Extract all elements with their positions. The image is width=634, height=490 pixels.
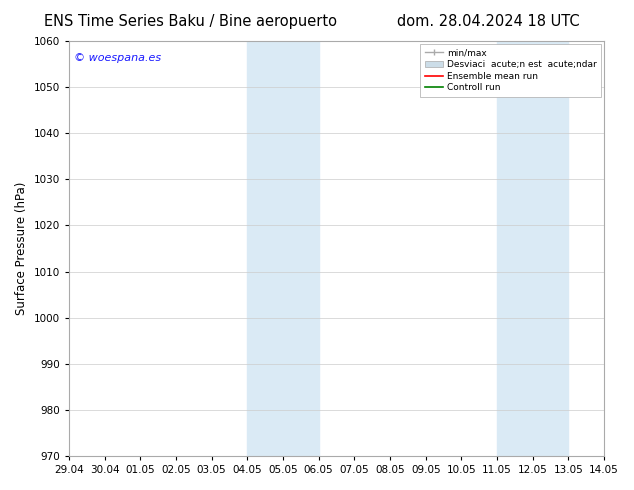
Y-axis label: Surface Pressure (hPa): Surface Pressure (hPa) bbox=[15, 182, 28, 315]
Bar bbox=[497, 41, 569, 456]
Bar bbox=[247, 41, 319, 456]
Text: ENS Time Series Baku / Bine aeropuerto: ENS Time Series Baku / Bine aeropuerto bbox=[44, 14, 337, 29]
Text: dom. 28.04.2024 18 UTC: dom. 28.04.2024 18 UTC bbox=[397, 14, 579, 29]
Legend: min/max, Desviaci  acute;n est  acute;ndar, Ensemble mean run, Controll run: min/max, Desviaci acute;n est acute;ndar… bbox=[420, 44, 602, 97]
Text: © woespana.es: © woespana.es bbox=[74, 53, 161, 64]
